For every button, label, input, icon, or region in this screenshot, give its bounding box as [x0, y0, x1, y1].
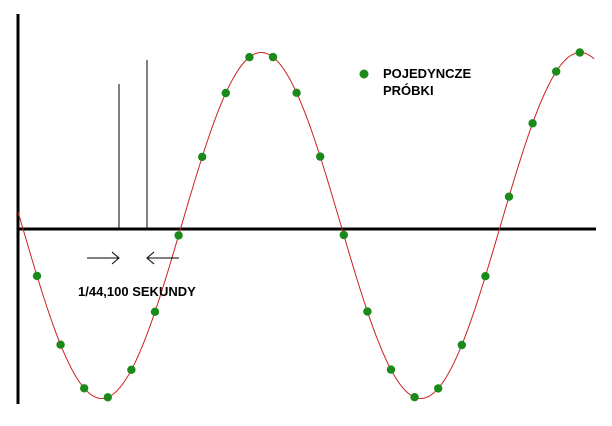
- sample-point: [198, 152, 207, 162]
- sample-point: [32, 271, 42, 281]
- sample-point: [127, 365, 136, 374]
- sample-point: [481, 272, 490, 281]
- legend-label-line1: POJEDYNCZE: [383, 66, 471, 81]
- interval-label: 1/44,100 SEKUNDY: [78, 284, 196, 299]
- interval-dimension-arrows: [87, 251, 179, 265]
- sample-point: [292, 88, 301, 98]
- sample-point: [245, 53, 254, 62]
- sample-point: [528, 119, 537, 128]
- sample-point: [103, 393, 113, 402]
- sample-point: [457, 340, 466, 350]
- legend-marker-icon: [359, 69, 369, 79]
- sample-point: [268, 52, 278, 62]
- sample-point: [575, 48, 584, 57]
- sample-point: [150, 307, 160, 316]
- legend-label-line2: PRÓBKI: [383, 83, 434, 98]
- sample-point: [363, 307, 372, 316]
- legend: POJEDYNCZE PRÓBKI: [359, 66, 471, 98]
- sample-point: [316, 152, 325, 161]
- sample-point: [386, 365, 396, 374]
- sample-points: [32, 48, 584, 402]
- sample-point: [221, 88, 230, 98]
- sample-point: [174, 231, 183, 240]
- sample-point: [552, 67, 561, 76]
- sample-point: [339, 230, 348, 240]
- arrow-right-head: [146, 251, 155, 265]
- sample-point: [410, 393, 419, 402]
- sample-point: [434, 384, 443, 393]
- arrow-left-head: [111, 251, 120, 265]
- sample-point: [504, 192, 514, 201]
- sample-point: [56, 340, 65, 349]
- sine-wave-curve: [17, 51, 595, 400]
- sample-point: [80, 384, 89, 393]
